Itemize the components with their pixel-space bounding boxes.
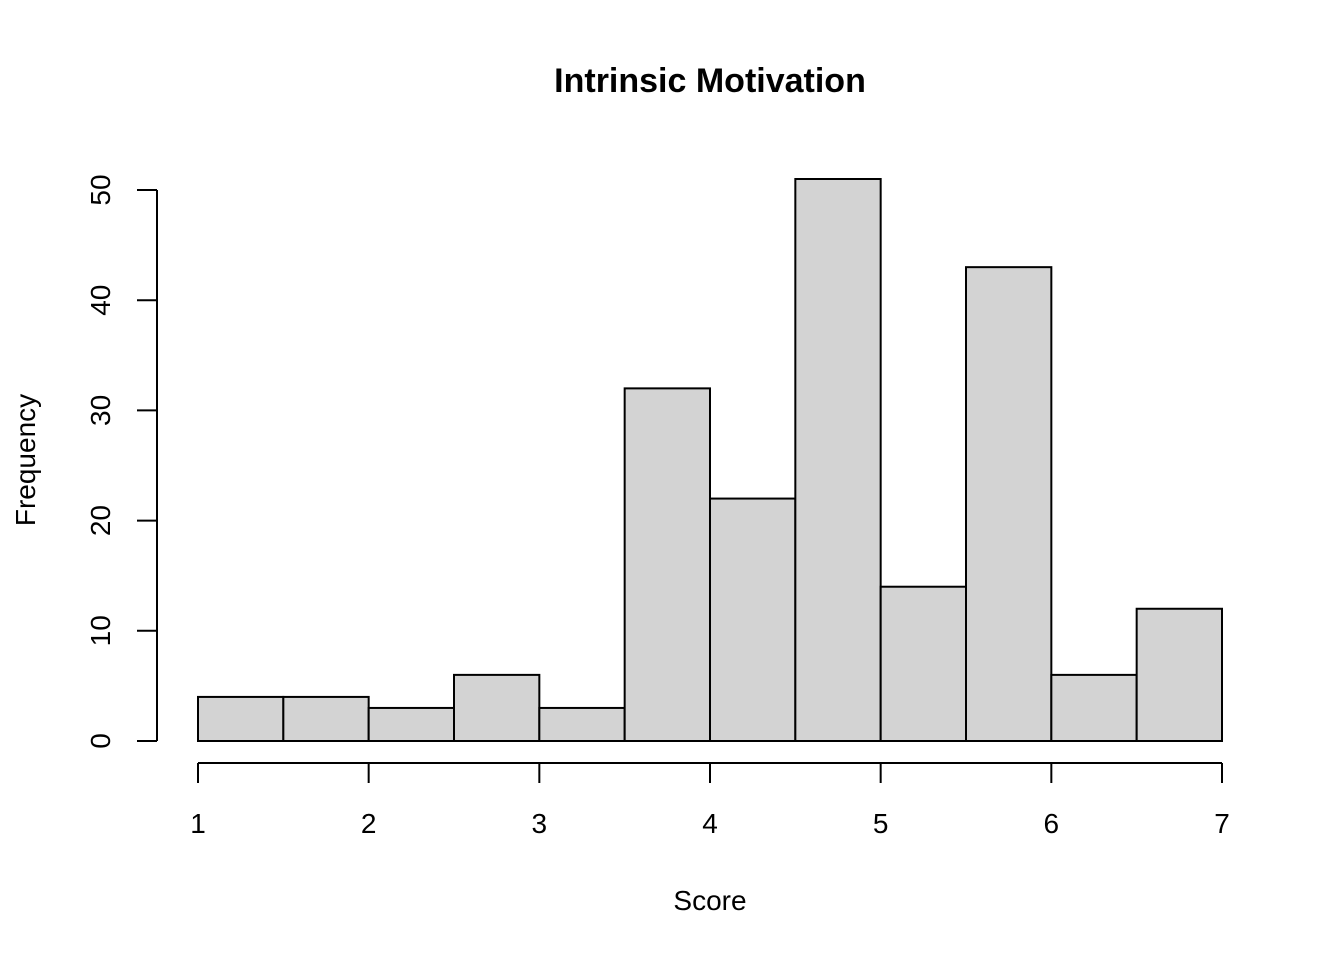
histogram-bar: [709, 497, 797, 742]
histogram-bar: [538, 706, 626, 742]
x-tick-label: 5: [873, 808, 889, 839]
y-tick-label: 20: [85, 505, 116, 536]
x-tick-label: 3: [532, 808, 548, 839]
histogram-bar: [794, 178, 882, 742]
x-axis: 1 2 3 4 5 6 7: [190, 762, 1230, 839]
histogram-bar: [879, 585, 968, 742]
x-tick-label: 6: [1044, 808, 1060, 839]
histogram-bar: [1135, 607, 1223, 742]
y-tick-label: 0: [85, 733, 116, 749]
x-tick-label: 2: [361, 808, 377, 839]
chart-title: Intrinsic Motivation: [554, 62, 866, 100]
x-tick-label: 4: [702, 808, 718, 839]
bars-group: [197, 178, 1223, 742]
x-axis-label: Score: [673, 885, 746, 916]
y-tick-label: 40: [85, 285, 116, 316]
y-tick-label: 30: [85, 395, 116, 426]
histogram-bar: [282, 695, 370, 742]
histogram-bar: [1050, 673, 1138, 742]
x-tick-label: 1: [190, 808, 206, 839]
y-tick-label: 50: [85, 174, 116, 205]
histogram-bar: [453, 673, 541, 742]
y-tick-label: 10: [85, 615, 116, 646]
histogram-bar: [623, 387, 712, 742]
histogram-bar: [965, 266, 1053, 742]
histogram-bar: [197, 695, 285, 742]
y-axis-label: Frequency: [10, 394, 41, 526]
histogram-bar: [367, 706, 455, 742]
y-axis: 0 10 20 30 40 50: [85, 174, 158, 749]
x-tick-label: 7: [1214, 808, 1230, 839]
